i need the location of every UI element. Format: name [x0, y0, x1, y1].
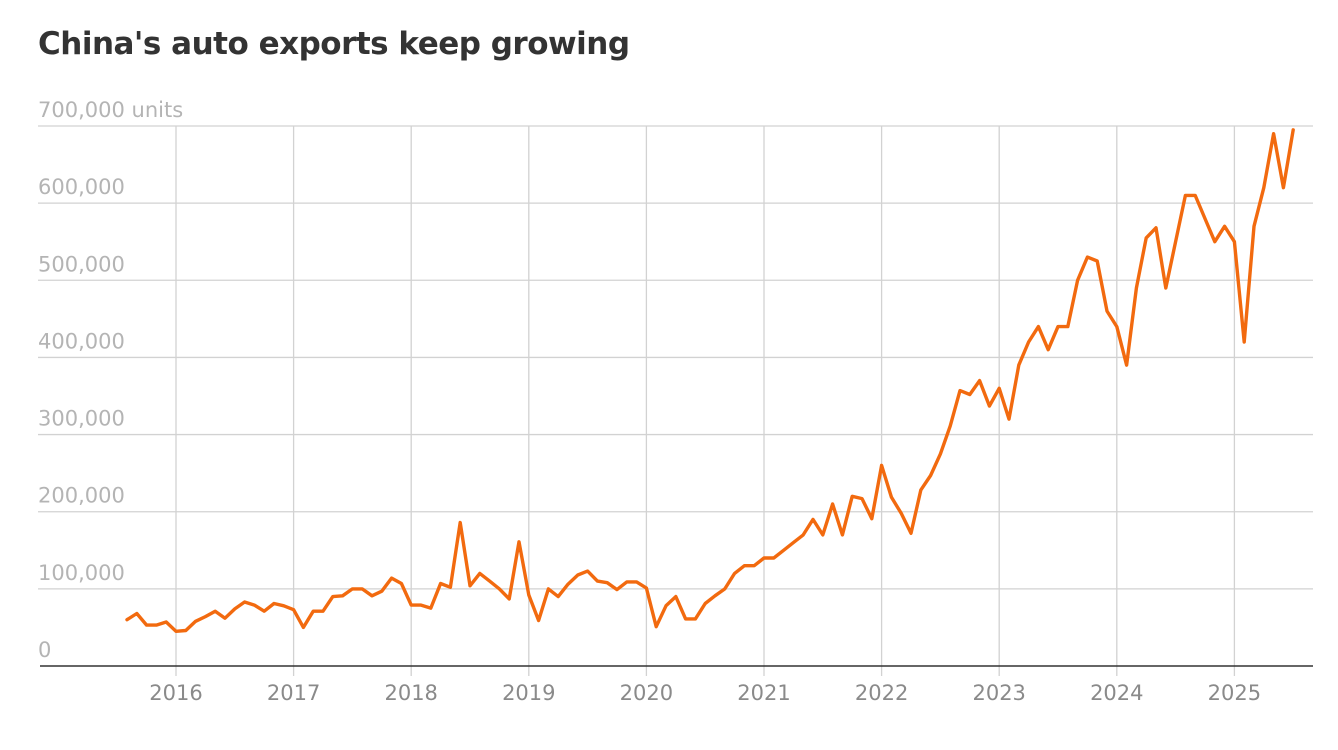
- x-tick-label: 2025: [1208, 681, 1261, 705]
- x-tick-label: 2016: [149, 681, 202, 705]
- series-line: [125, 128, 1295, 633]
- y-tick-label: 200,000: [38, 484, 125, 508]
- x-tick-label: 2017: [267, 681, 320, 705]
- x-tick-label: 2018: [384, 681, 437, 705]
- x-tick-label: 2023: [972, 681, 1025, 705]
- y-tick-label: 400,000: [38, 329, 125, 353]
- y-tick-label: 700,000 units: [38, 98, 183, 122]
- y-tick-label: 0: [38, 638, 51, 662]
- y-tick-label: 100,000: [38, 561, 125, 585]
- y-tick-label: 600,000: [38, 175, 125, 199]
- y-tick-label: 500,000: [38, 252, 125, 276]
- x-tick-label: 2020: [620, 681, 673, 705]
- x-tick-label: 2024: [1090, 681, 1143, 705]
- x-tick-label: 2022: [855, 681, 908, 705]
- y-tick-label: 300,000: [38, 407, 125, 431]
- x-tick-label: 2021: [737, 681, 790, 705]
- chart-title: China's auto exports keep growing: [38, 26, 630, 62]
- x-tick-label: 2019: [502, 681, 555, 705]
